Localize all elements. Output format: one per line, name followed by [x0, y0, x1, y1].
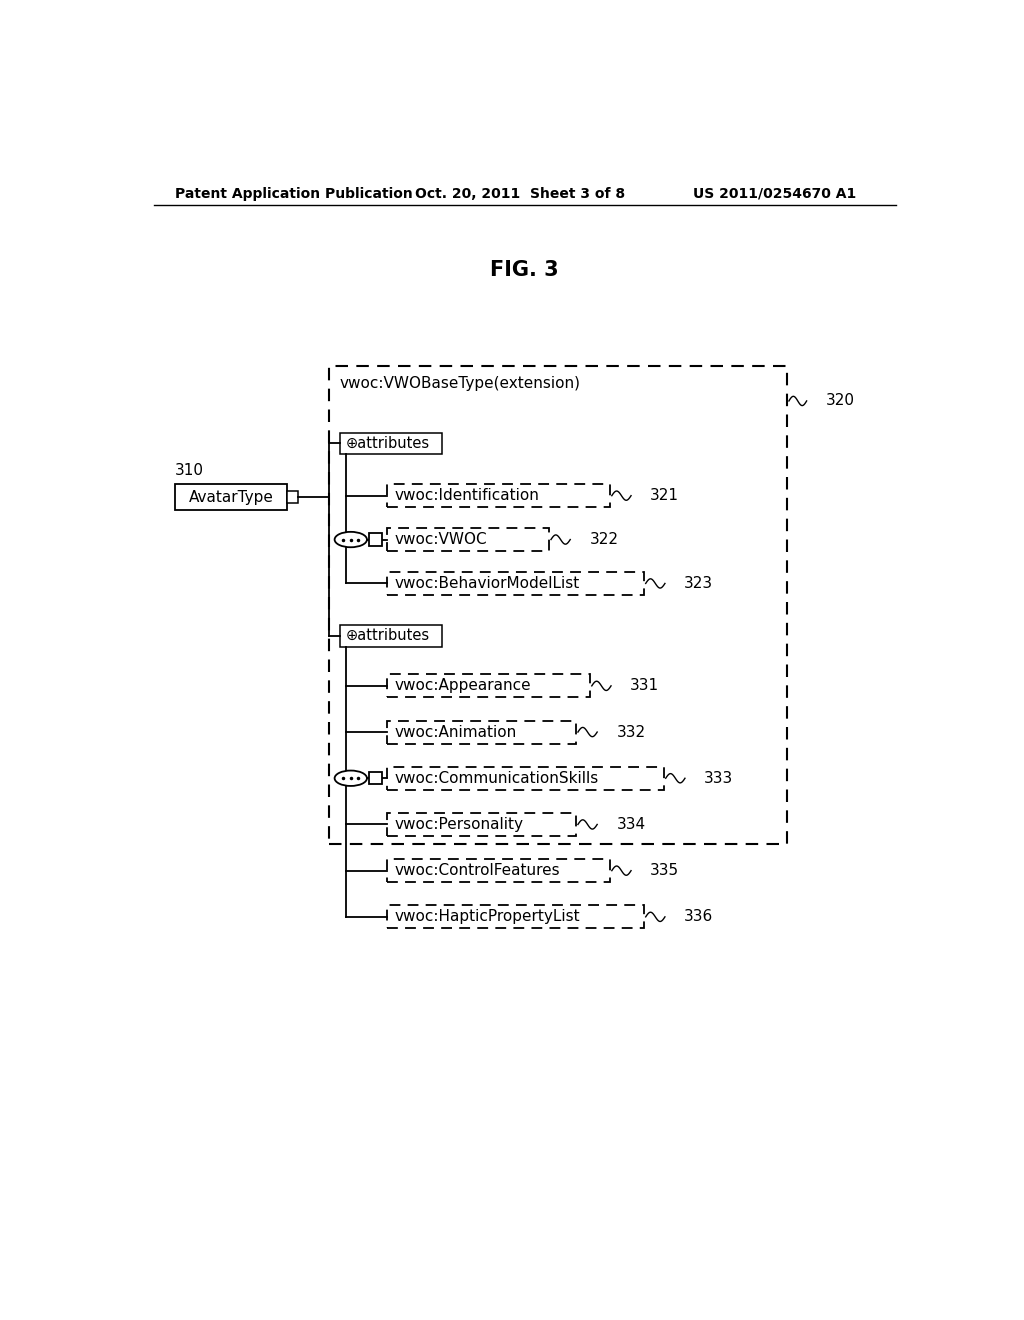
Text: vwoc:Animation: vwoc:Animation [394, 725, 517, 739]
Text: 336: 336 [684, 909, 714, 924]
Bar [387, 906, 644, 928]
Text: FIG. 3: FIG. 3 [490, 260, 559, 280]
Text: 333: 333 [705, 771, 733, 785]
Bar [387, 572, 644, 595]
Text: vwoc:VWOBaseType(extension): vwoc:VWOBaseType(extension) [340, 376, 581, 391]
Bar [175, 484, 287, 511]
Text: vwoc:BehaviorModelList: vwoc:BehaviorModelList [394, 576, 580, 591]
Ellipse shape [335, 771, 367, 785]
Bar [370, 772, 382, 784]
Text: 321: 321 [650, 488, 679, 503]
Text: 320: 320 [826, 393, 855, 408]
Text: 310: 310 [175, 463, 204, 478]
Bar [330, 367, 787, 843]
Text: ⊕attributes: ⊕attributes [346, 628, 430, 643]
Text: vwoc:Appearance: vwoc:Appearance [394, 678, 531, 693]
Text: 322: 322 [590, 532, 618, 546]
Text: 332: 332 [616, 725, 645, 739]
Text: 331: 331 [631, 678, 659, 693]
Bar [340, 626, 441, 647]
Text: AvatarType: AvatarType [188, 490, 273, 504]
Bar [387, 484, 610, 507]
Bar [340, 433, 441, 454]
Bar [387, 528, 550, 552]
Bar [387, 721, 577, 743]
Ellipse shape [335, 532, 367, 548]
Text: 323: 323 [684, 576, 714, 591]
Bar [287, 491, 298, 503]
Text: vwoc:ControlFeatures: vwoc:ControlFeatures [394, 863, 560, 878]
Text: vwoc:Personality: vwoc:Personality [394, 817, 523, 832]
Text: Patent Application Publication: Patent Application Publication [175, 187, 413, 201]
Bar [387, 813, 577, 836]
Bar [387, 859, 610, 882]
Bar [387, 767, 665, 789]
Text: 335: 335 [650, 863, 680, 878]
Text: Oct. 20, 2011  Sheet 3 of 8: Oct. 20, 2011 Sheet 3 of 8 [416, 187, 626, 201]
Bar [387, 675, 590, 697]
Text: vwoc:HapticPropertyList: vwoc:HapticPropertyList [394, 909, 581, 924]
Bar [370, 533, 382, 545]
Text: 334: 334 [616, 817, 645, 832]
Text: vwoc:VWOC: vwoc:VWOC [394, 532, 487, 546]
Text: vwoc:CommunicationSkills: vwoc:CommunicationSkills [394, 771, 599, 785]
Text: vwoc:Identification: vwoc:Identification [394, 488, 540, 503]
Text: ⊕attributes: ⊕attributes [346, 436, 430, 451]
Text: US 2011/0254670 A1: US 2011/0254670 A1 [692, 187, 856, 201]
